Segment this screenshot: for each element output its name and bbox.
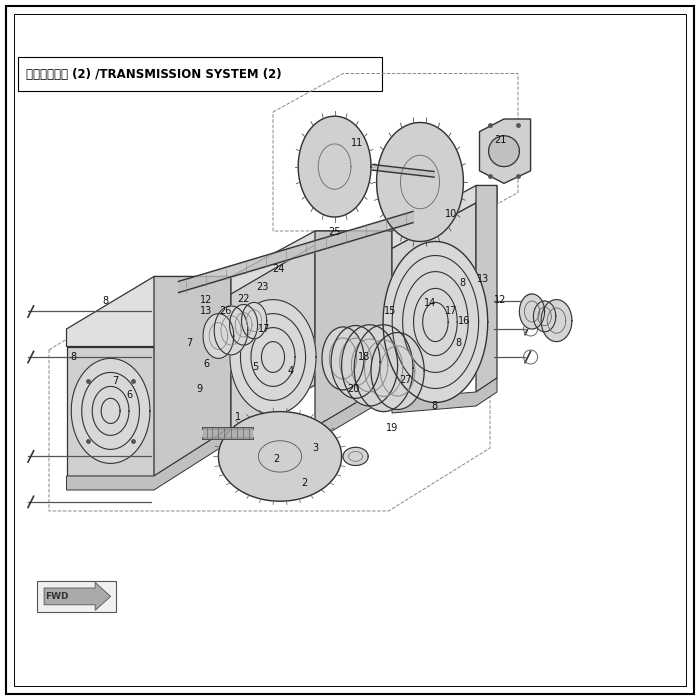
Text: 22: 22 <box>237 294 250 304</box>
Polygon shape <box>392 203 476 399</box>
Polygon shape <box>66 276 231 346</box>
Polygon shape <box>533 301 556 332</box>
Polygon shape <box>476 186 497 392</box>
Text: 14: 14 <box>424 298 437 308</box>
Text: 17: 17 <box>258 324 271 334</box>
Polygon shape <box>331 326 380 398</box>
Text: 6: 6 <box>204 359 209 369</box>
Bar <box>37 581 116 612</box>
Text: 4: 4 <box>288 366 293 376</box>
Text: 17: 17 <box>445 307 458 316</box>
Polygon shape <box>322 327 364 390</box>
Polygon shape <box>241 302 267 339</box>
Polygon shape <box>154 276 231 476</box>
Polygon shape <box>203 314 234 358</box>
Text: 6: 6 <box>127 391 132 400</box>
Polygon shape <box>354 325 413 412</box>
Text: 27: 27 <box>400 375 412 385</box>
Polygon shape <box>298 116 371 217</box>
Text: 7: 7 <box>113 377 118 386</box>
Text: 2: 2 <box>302 478 307 488</box>
Text: 2: 2 <box>274 454 279 463</box>
Polygon shape <box>541 300 572 342</box>
Polygon shape <box>392 378 497 413</box>
Polygon shape <box>231 231 392 294</box>
Polygon shape <box>343 447 368 466</box>
Polygon shape <box>383 241 488 402</box>
Polygon shape <box>66 346 154 476</box>
Polygon shape <box>218 412 342 501</box>
Polygon shape <box>315 231 392 427</box>
Polygon shape <box>342 325 398 406</box>
Text: 3: 3 <box>312 443 318 453</box>
Polygon shape <box>489 136 519 167</box>
Polygon shape <box>231 245 315 434</box>
Polygon shape <box>392 186 497 248</box>
Text: 8: 8 <box>456 338 461 348</box>
Polygon shape <box>66 427 231 490</box>
Bar <box>18 57 382 91</box>
Text: 8: 8 <box>102 296 108 306</box>
Text: 13: 13 <box>200 307 213 316</box>
Text: 12: 12 <box>494 295 507 304</box>
Text: 5: 5 <box>253 363 258 372</box>
Text: 25: 25 <box>328 228 341 237</box>
Text: 12: 12 <box>200 295 213 304</box>
Text: 8: 8 <box>431 401 437 411</box>
Text: 8: 8 <box>71 352 76 362</box>
Polygon shape <box>230 304 258 345</box>
Polygon shape <box>231 382 392 448</box>
Text: 8: 8 <box>459 279 465 288</box>
Text: 10: 10 <box>445 209 458 218</box>
Text: 19: 19 <box>386 424 398 433</box>
Text: 15: 15 <box>384 307 397 316</box>
Text: 20: 20 <box>347 384 360 393</box>
Text: 1: 1 <box>235 412 241 421</box>
Text: 21: 21 <box>494 135 507 145</box>
Polygon shape <box>44 582 111 610</box>
Polygon shape <box>214 306 248 355</box>
Text: 26: 26 <box>219 307 232 316</box>
Text: 16: 16 <box>458 316 470 326</box>
Polygon shape <box>410 266 466 382</box>
Text: 7: 7 <box>186 338 192 348</box>
Polygon shape <box>519 294 545 329</box>
Text: FWD: FWD <box>45 592 69 601</box>
Text: 24: 24 <box>272 265 285 274</box>
Polygon shape <box>377 122 463 241</box>
Text: 13: 13 <box>477 274 489 284</box>
Text: 11: 11 <box>351 139 363 148</box>
Text: 18: 18 <box>358 352 370 362</box>
Polygon shape <box>71 358 150 463</box>
Text: 23: 23 <box>256 282 269 292</box>
Text: 9: 9 <box>197 384 202 393</box>
Polygon shape <box>371 332 424 410</box>
Polygon shape <box>480 119 531 183</box>
Polygon shape <box>230 300 316 414</box>
Text: 换挡变速系统 (2) /TRANSMISSION SYSTEM (2): 换挡变速系统 (2) /TRANSMISSION SYSTEM (2) <box>26 68 281 80</box>
